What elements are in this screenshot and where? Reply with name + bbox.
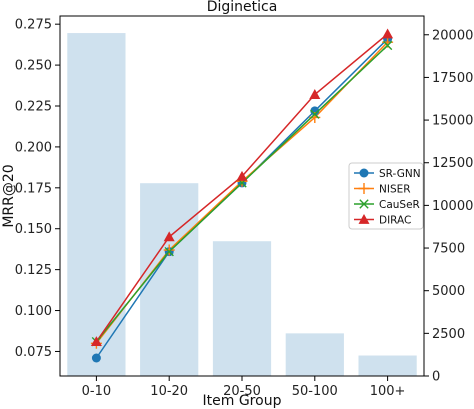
x-tick-label: 20-50 bbox=[223, 384, 261, 399]
legend: SR-GNN NISER CauSeR DIRAC bbox=[348, 162, 424, 230]
x-axis: 0-10 10-20 20-50 50-100 100+ bbox=[82, 376, 406, 399]
left-y-axis: 0.075 0.100 0.125 0.150 0.175 0.200 0.225 0.250… bbox=[15, 18, 60, 360]
x-tick-label: 100+ bbox=[370, 384, 406, 399]
bar-100+ bbox=[358, 355, 417, 376]
bar-10-20 bbox=[140, 183, 199, 376]
legend-marker-NISER bbox=[358, 183, 370, 194]
x-axis-label: Item Group bbox=[203, 393, 282, 409]
bar-20-50 bbox=[212, 241, 272, 376]
left-tick-label: 0.175 bbox=[15, 181, 52, 196]
left-tick-label: 0.275 bbox=[15, 18, 52, 33]
y-axis-label: MRR@20 bbox=[1, 164, 17, 227]
right-tick-label: 20000 bbox=[432, 28, 473, 43]
legend-marker-CauSeR bbox=[359, 199, 369, 209]
left-tick-label: 0.225 bbox=[15, 100, 52, 115]
point-DIRAC-20-50 bbox=[236, 170, 248, 181]
x-tick-label: 0-10 bbox=[82, 384, 112, 399]
right-tick-label: 15000 bbox=[432, 114, 473, 129]
point-CauSeR-10-20 bbox=[164, 246, 174, 257]
left-tick-label: 0.125 bbox=[15, 263, 52, 278]
right-tick-label: 2500 bbox=[432, 327, 465, 342]
bars-layer bbox=[67, 33, 417, 376]
x-tick-label: 50-100 bbox=[292, 384, 338, 399]
right-tick-label: 17500 bbox=[432, 71, 473, 86]
right-tick-label: 0 bbox=[432, 370, 440, 385]
right-y-axis: 0 2500 5000 7500 10000 12500 15000 17500 20000 bbox=[424, 28, 473, 385]
point-SR-GNN-0-10 bbox=[91, 353, 101, 363]
left-tick-label: 0.200 bbox=[15, 140, 52, 155]
x-tick-label: 10-20 bbox=[150, 384, 188, 399]
legend-label-NISER: NISER bbox=[379, 184, 411, 196]
legend-label-SR-GNN: SR-GNN bbox=[379, 168, 421, 180]
point-DIRAC-100+ bbox=[382, 28, 394, 39]
legend-label-DIRAC: DIRAC bbox=[379, 215, 411, 227]
right-tick-label: 7500 bbox=[432, 242, 465, 257]
legend-marker-SR-GNN bbox=[359, 168, 369, 178]
left-tick-label: 0.075 bbox=[15, 345, 52, 360]
chart-title: Diginetica bbox=[207, 0, 278, 15]
bar-50-100 bbox=[285, 333, 344, 376]
legend-box bbox=[348, 162, 424, 230]
point-NISER-10-20 bbox=[163, 244, 175, 256]
point-DIRAC-10-20 bbox=[163, 231, 175, 242]
point-CauSeR-100+ bbox=[382, 40, 393, 51]
left-tick-label: 0.100 bbox=[15, 304, 52, 319]
right-tick-label: 12500 bbox=[432, 156, 473, 171]
right-tick-label: 10000 bbox=[432, 199, 473, 214]
point-DIRAC-0-10 bbox=[90, 336, 102, 347]
point-SR-GNN-50-100 bbox=[310, 106, 320, 116]
point-DIRAC-50-100 bbox=[309, 89, 321, 99]
left-tick-label: 0.150 bbox=[15, 222, 52, 237]
right-tick-label: 5000 bbox=[432, 284, 465, 299]
bar-0-10 bbox=[67, 33, 126, 376]
legend-marker-DIRAC bbox=[358, 214, 370, 224]
left-tick-label: 0.250 bbox=[15, 59, 52, 74]
legend-label-CauSeR: CauSeR bbox=[379, 199, 420, 211]
point-CauSeR-50-100 bbox=[310, 109, 320, 119]
markers-layer bbox=[90, 28, 394, 363]
